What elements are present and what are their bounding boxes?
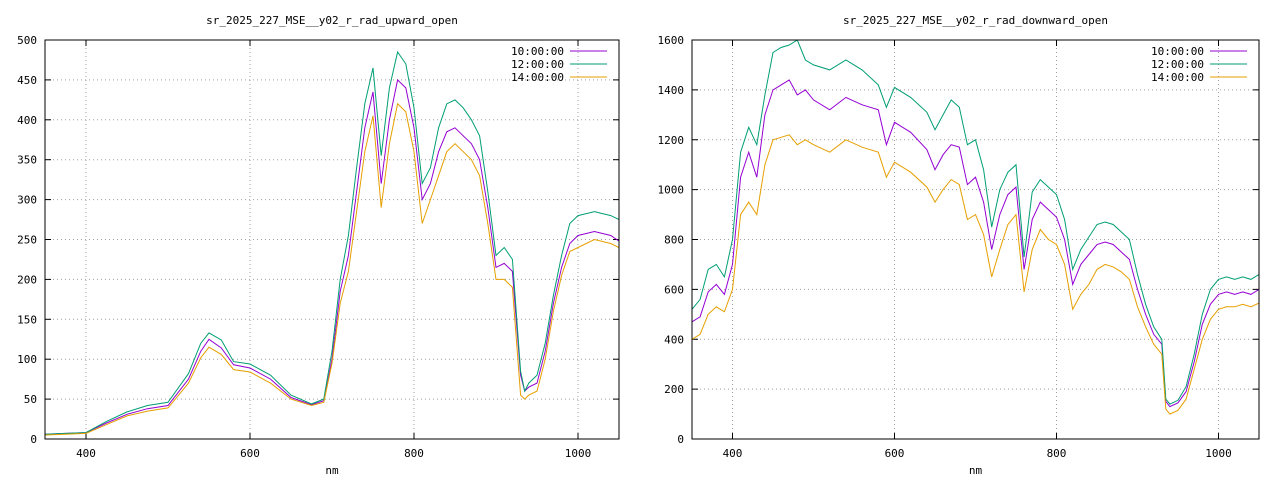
x-tick-label: 1000 (1205, 447, 1232, 460)
y-tick-label: 0 (30, 433, 37, 446)
x-tick-label: 400 (76, 447, 96, 460)
y-tick-label: 450 (17, 74, 37, 87)
legend-label: 10:00:00 (511, 45, 564, 58)
legend-label: 14:00:00 (1151, 71, 1204, 84)
y-tick-label: 200 (17, 273, 37, 286)
y-tick-label: 200 (664, 383, 684, 396)
series-line-140000 (692, 134, 1259, 415)
x-tick-label: 400 (723, 447, 743, 460)
y-tick-label: 400 (664, 333, 684, 346)
y-tick-label: 1200 (658, 134, 685, 147)
y-tick-label: 350 (17, 154, 37, 167)
y-tick-label: 1400 (658, 84, 685, 97)
legend-label: 14:00:00 (511, 71, 564, 84)
chart-title: sr_2025_227_MSE__y02_r_rad_upward_open (206, 14, 458, 27)
plot-frame (691, 39, 1260, 440)
y-tick-label: 600 (664, 283, 684, 296)
plot-frame (44, 39, 620, 440)
x-axis-label: nm (969, 464, 983, 477)
y-tick-label: 800 (664, 234, 684, 247)
y-tick-label: 1000 (658, 184, 685, 197)
y-tick-label: 500 (17, 34, 37, 47)
y-tick-label: 100 (17, 353, 37, 366)
legend-label: 12:00:00 (1151, 58, 1204, 71)
y-tick-label: 0 (677, 433, 684, 446)
x-axis-label: nm (325, 464, 339, 477)
legend-label: 12:00:00 (511, 58, 564, 71)
x-tick-label: 1000 (565, 447, 592, 460)
series-line-120000 (45, 50, 619, 435)
y-tick-label: 250 (17, 234, 37, 247)
legend-label: 10:00:00 (1151, 45, 1204, 58)
series-line-100000 (45, 78, 619, 435)
chart-2: sr_2025_227_MSE__y02_r_rad_downward_open… (658, 14, 1260, 477)
y-tick-label: 400 (17, 114, 37, 127)
series-line-140000 (45, 102, 619, 436)
x-tick-label: 600 (240, 447, 260, 460)
y-tick-label: 150 (17, 313, 37, 326)
series-line-120000 (692, 40, 1259, 405)
chart-1: sr_2025_227_MSE__y02_r_rad_upward_open 0 5… (17, 14, 620, 477)
y-tick-label: 1600 (658, 34, 685, 47)
x-tick-label: 600 (885, 447, 905, 460)
x-tick-label: 800 (404, 447, 424, 460)
y-tick-label: 300 (17, 194, 37, 207)
x-tick-label: 800 (1047, 447, 1067, 460)
chart-title: sr_2025_227_MSE__y02_r_rad_downward_open (843, 14, 1108, 27)
series-line-100000 (692, 79, 1259, 408)
y-tick-label: 50 (24, 393, 37, 406)
